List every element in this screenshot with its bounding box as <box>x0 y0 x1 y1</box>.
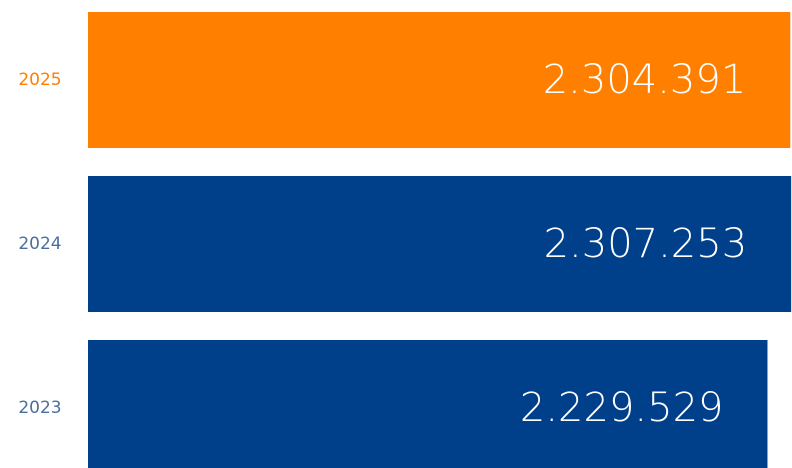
category-label: 2024 <box>18 234 61 254</box>
bar <box>88 340 768 468</box>
value-label: 2.307.253 <box>544 221 748 267</box>
bar <box>88 176 792 312</box>
bar <box>88 12 791 148</box>
value-label: 2.229.529 <box>520 385 724 431</box>
category-label: 2023 <box>18 398 61 418</box>
value-label: 2.304.391 <box>543 57 747 103</box>
category-label: 2025 <box>18 70 61 90</box>
